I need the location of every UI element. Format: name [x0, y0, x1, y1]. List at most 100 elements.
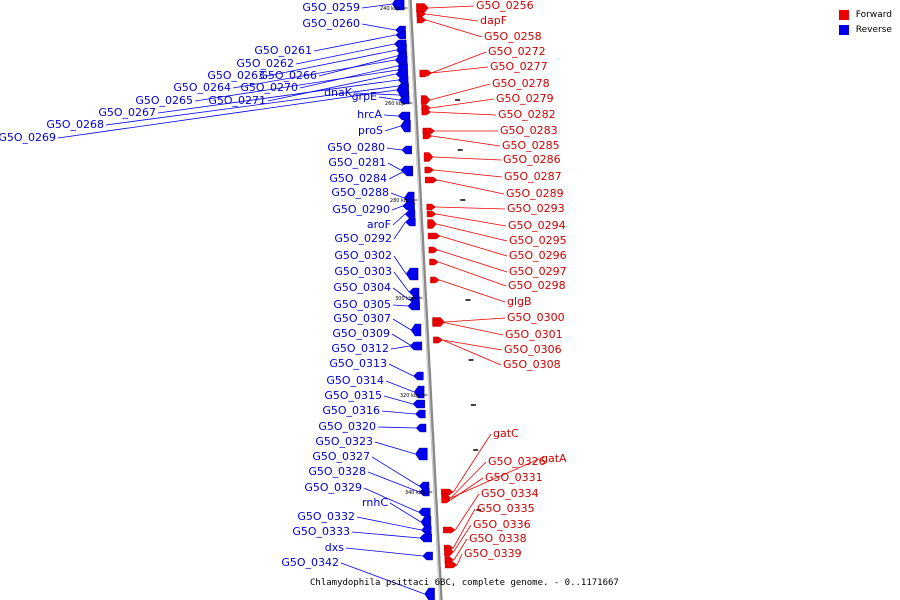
reverse-gene-G5O_0333: [419, 533, 432, 543]
reverse-leader-G5O_0302: [393, 255, 407, 275]
reverse-gene-label: G5O_0292: [334, 232, 392, 245]
reverse-gene-label: G5O_0303: [334, 265, 392, 278]
forward-gene-G5O_0289: [425, 176, 438, 184]
tick-label: 260 kbp: [385, 101, 405, 107]
forward-leader-dapF: [425, 13, 479, 22]
forward-gene-G5O_0294: [426, 210, 437, 218]
reverse-leader-G5O_0284: [388, 171, 404, 180]
legend-forward-label: Forward: [855, 9, 892, 20]
forward-gene-G5O_0338: [444, 556, 455, 564]
reverse-gene-label: proS: [358, 124, 383, 137]
reverse-gene-label: G5O_0305: [333, 298, 391, 311]
reverse-gene-label: G5O_0312: [331, 342, 389, 355]
reverse-leader-G5O_0264: [232, 59, 396, 89]
reverse-gene-label: G5O_0290: [332, 203, 390, 216]
reverse-gene-G5O_0320: [415, 423, 427, 433]
reverse-leader-G5O_0323: [374, 441, 416, 455]
forward-gene-label: G5O_0295: [509, 234, 567, 247]
forward-gene-G5O_0293: [426, 203, 436, 211]
reverse-gene-label: G5O_0263: [207, 69, 265, 82]
reverse-gene-label: G5O_0269: [0, 131, 56, 144]
forward-gene-label: G5O_0272: [488, 45, 546, 58]
forward-gene-G5O_0282: [421, 108, 432, 116]
reverse-leader-G5O_0267: [157, 79, 399, 114]
reverse-leader-G5O_0303: [393, 271, 410, 293]
forward-gene-label: G5O_0301: [505, 328, 563, 341]
reverse-gene-label: G5O_0260: [302, 17, 360, 30]
forward-gene-label: G5O_0297: [509, 265, 567, 278]
forward-gene-glgB: [430, 276, 440, 284]
reverse-gene-dxs: [422, 551, 433, 561]
forward-leader-G5O_0272: [428, 51, 487, 75]
forward-gene-label: G5O_0279: [496, 92, 554, 105]
forward-leader-G5O_0295: [436, 223, 508, 242]
forward-gene-label: G5O_0306: [504, 343, 562, 356]
reverse-leader-G5O_0263: [266, 49, 397, 77]
forward-leader-G5O_0334: [454, 493, 480, 531]
forward-leader-G5O_0286: [433, 156, 502, 161]
genome-backbone: [408, 0, 443, 600]
reverse-gene-G5O_0314: [413, 385, 425, 399]
reverse-leader-G5O_0261: [313, 34, 396, 52]
gene-labels: G5O_0256 dapF G5O_0258 G5O_0272 G5O_0277 G5O_…: [0, 0, 567, 569]
forward-gene-label: G5O_0294: [508, 219, 566, 232]
label-leader-lines: [57, 3, 540, 595]
reverse-leader-G5O_0333: [351, 531, 420, 539]
forward-gene-label: gatC: [493, 427, 519, 440]
reverse-gene-G5O_0302: [405, 267, 419, 281]
forward-leader-G5O_0306: [442, 339, 503, 351]
reverse-gene-label: G5O_0342: [281, 556, 339, 569]
tick-label: 240 kbp: [380, 6, 400, 12]
forward-leader-G5O_0331: [450, 477, 484, 501]
forward-gene-G5O_0336: [444, 547, 454, 557]
reverse-gene-label: G5O_0267: [98, 106, 156, 119]
forward-gene-G5O_0286: [423, 152, 434, 162]
forward-gene-G5O_0298: [429, 258, 439, 266]
forward-gene-G5O_0258: [416, 16, 427, 24]
reverse-leader-G5O_0342: [340, 562, 425, 595]
forward-gene-label: G5O_0277: [490, 60, 548, 73]
forward-leader-G5O_0256: [428, 5, 475, 9]
reverse-gene-proS: [400, 119, 411, 133]
reverse-gene-label: hrcA: [357, 108, 382, 121]
forward-leader-G5O_0301: [441, 321, 504, 336]
forward-gene-label: G5O_0293: [507, 202, 565, 215]
reverse-gene-label: G5O_0261: [254, 44, 312, 57]
reverse-leader-dxs: [345, 547, 423, 557]
forward-gene-label: G5O_0335: [477, 502, 535, 515]
reverse-leader-G5O_0266: [318, 55, 397, 77]
legend-reverse: Reverse: [838, 22, 892, 37]
forward-gene-G5O_0285: [422, 132, 433, 140]
reverse-leader-G5O_0327: [371, 456, 420, 487]
forward-gene-label: G5O_0339: [464, 547, 522, 560]
forward-gene-G5O_0296: [427, 232, 441, 240]
reverse-leader-G5O_0268: [105, 85, 399, 126]
forward-gene-G5O_0283: [422, 127, 436, 135]
reverse-leader-G5O_0290: [391, 205, 403, 211]
reverse-gene-label: G5O_0281: [328, 156, 386, 169]
reverse-leader-G5O_0320: [377, 426, 417, 429]
forward-gene-G5O_0277: [419, 69, 433, 77]
reverse-gene-aroF: [404, 209, 416, 219]
backbone-arc: [408, 0, 443, 600]
reverse-leader-G5O_0329: [363, 487, 419, 513]
forward-leader-G5O_0277: [431, 66, 489, 74]
forward-leader-gatC: [453, 433, 492, 493]
forward-gene-label: G5O_0287: [504, 170, 562, 183]
forward-gene-G5O_0331: [441, 496, 452, 504]
reverse-gene-G5O_0342: [424, 587, 435, 600]
reverse-gene-label: G5O_0302: [334, 249, 392, 262]
forward-gene-label: G5O_0256: [476, 0, 534, 12]
forward-swatch: [838, 9, 849, 20]
tick-label: 300 kbp: [395, 296, 415, 302]
reverse-gene-label: rnhC: [362, 496, 388, 509]
forward-gene-label: gatA: [541, 452, 567, 465]
legend-forward: Forward: [838, 7, 892, 22]
tick-label: 280 kbp: [390, 198, 410, 204]
forward-leader-G5O_0296: [440, 235, 508, 257]
reverse-gene-label: G5O_0270: [240, 81, 298, 94]
forward-gene-label: G5O_0285: [502, 139, 560, 152]
forward-leader-G5O_0278: [430, 83, 491, 101]
forward-gene-label: G5O_0298: [508, 279, 566, 292]
forward-leader-G5O_0294: [435, 213, 507, 227]
